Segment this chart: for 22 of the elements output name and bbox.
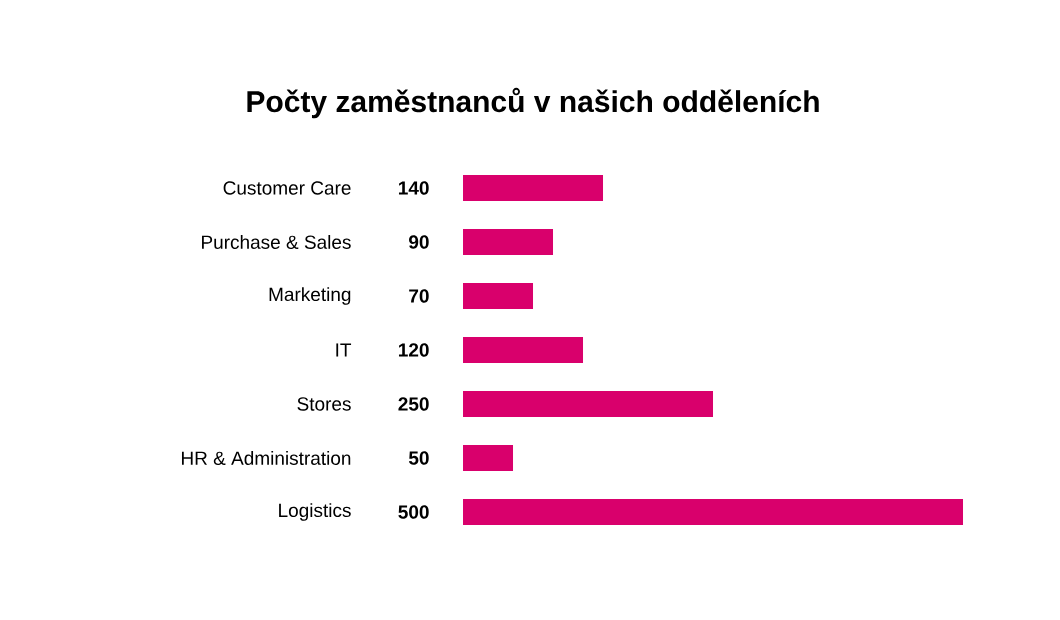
data-label: 140 <box>398 181 429 195</box>
data-label: 70 <box>409 289 429 303</box>
data-label: 120 <box>398 343 429 357</box>
chart-title: Počty zaměstnanců v našich odděleních <box>247 87 819 119</box>
y-tick-label: Logistics <box>279 503 351 521</box>
y-tick-label: Purchase & Sales <box>202 235 351 249</box>
data-label: 90 <box>409 235 429 249</box>
y-tick-label: Customer Care <box>223 181 351 195</box>
y-tick-label: IT <box>336 343 352 357</box>
bar <box>463 444 514 471</box>
bar <box>463 282 534 309</box>
data-label: 500 <box>398 505 429 519</box>
data-label: 50 <box>408 451 429 465</box>
bar <box>463 174 604 201</box>
bar <box>463 228 554 255</box>
y-tick-label: Stores <box>297 397 351 411</box>
bar <box>463 390 714 417</box>
y-tick-label: HR & Administration <box>181 451 351 465</box>
y-tick-label: Marketing <box>269 287 351 305</box>
data-label: 250 <box>398 397 429 411</box>
bar <box>463 336 584 363</box>
bar <box>463 498 963 525</box>
